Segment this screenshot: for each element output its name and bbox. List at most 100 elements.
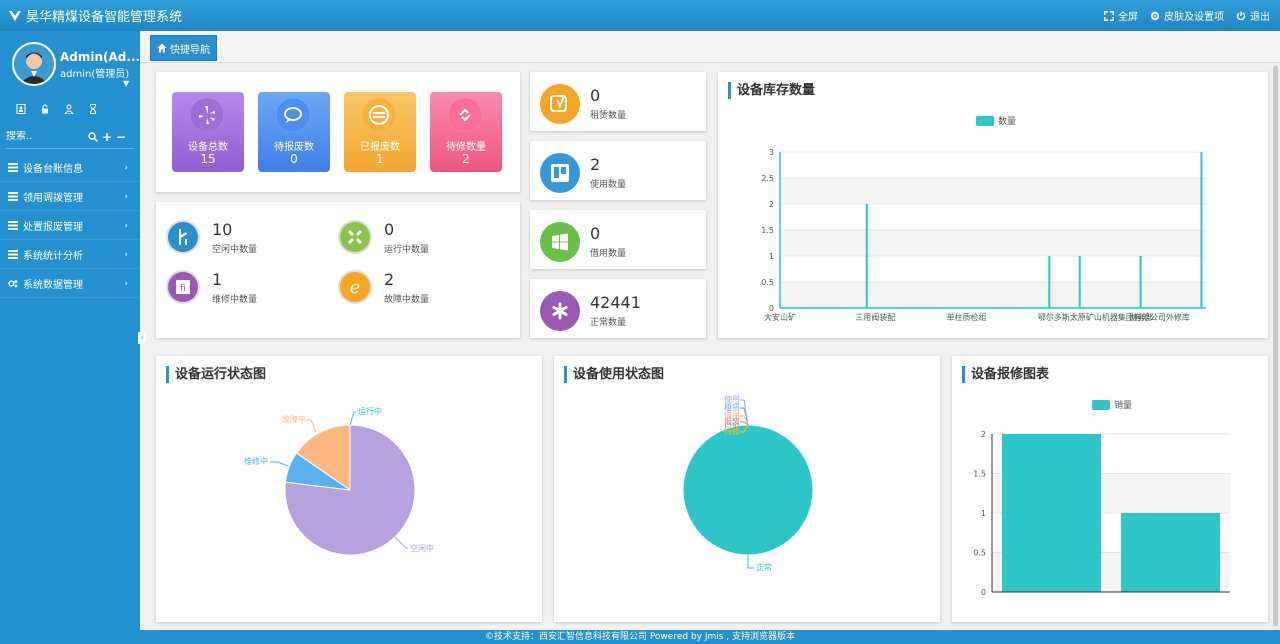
stat-repairing: fi 1 维修中数量 bbox=[166, 270, 326, 310]
sidebar-item-allocation[interactable]: 领用调拨管理 › bbox=[0, 182, 140, 211]
status-stats-panel: 10 空闲中数量 0 运行中数量 fi 1 维修中数量 e 2 故障中数量 bbox=[156, 202, 520, 338]
y-tick-label: 2 bbox=[981, 430, 986, 439]
pie-label-line bbox=[306, 419, 317, 433]
stat-label: 故障中数量 bbox=[384, 295, 430, 305]
mini-stat-label: 正常数量 bbox=[590, 318, 627, 328]
stat-idle: 10 空闲中数量 bbox=[166, 220, 326, 260]
stat-value: 0 bbox=[384, 220, 395, 239]
asterisk-icon bbox=[540, 291, 580, 331]
tile-label: 待修数量 bbox=[446, 142, 486, 153]
mini-stat-label: 使用数量 bbox=[590, 180, 627, 190]
sidebar-item-asset-ledger[interactable]: 设备台账信息 › bbox=[0, 153, 140, 182]
expand-all-icon[interactable]: + bbox=[102, 129, 113, 144]
edge-icon: e bbox=[338, 270, 372, 304]
pie-label: 故障中 bbox=[282, 414, 306, 424]
repair-chart-legend[interactable]: 销量 bbox=[1092, 398, 1132, 411]
y-tick-label: 1 bbox=[769, 252, 774, 261]
search-input[interactable] bbox=[6, 131, 84, 142]
contact-icon[interactable] bbox=[16, 103, 26, 114]
y-tick-label: 3 bbox=[769, 148, 774, 157]
tab-quick-nav[interactable]: 快捷导航 bbox=[150, 35, 217, 61]
use-chart-title: 设备使用状态图 bbox=[564, 366, 664, 383]
sidebar-item-statistics[interactable]: 系统统计分析 › bbox=[0, 240, 140, 269]
legend-swatch bbox=[1092, 399, 1110, 410]
page-scrollbar[interactable] bbox=[1273, 66, 1278, 626]
lock-icon[interactable] bbox=[40, 103, 50, 114]
expand-icon bbox=[1104, 10, 1114, 21]
grid-band bbox=[780, 178, 1206, 204]
pie-label: 正常 bbox=[756, 563, 772, 572]
list-icon bbox=[8, 162, 18, 172]
skin-settings-button[interactable]: 皮肤及设置项 bbox=[1150, 8, 1224, 23]
mini-stat-in-use: 2 使用数量 bbox=[530, 141, 706, 200]
run-chart-title: 设备运行状态图 bbox=[166, 366, 266, 383]
tile-scrapped[interactable]: 已报废数 1 bbox=[344, 92, 416, 172]
caret-down-icon[interactable]: ▼ bbox=[123, 79, 130, 88]
top-bar: 昊华精煤设备智能管理系统 全屏 皮肤及设置项 退出 bbox=[0, 0, 1280, 31]
windows-icon bbox=[540, 222, 580, 262]
stat-value: 10 bbox=[212, 220, 233, 239]
mini-stat-value: 0 bbox=[590, 224, 601, 243]
pie-label-line bbox=[740, 421, 749, 426]
pie-label-line bbox=[740, 407, 749, 426]
sidebar-collapse-toggle[interactable]: ‹ bbox=[138, 332, 146, 344]
y-tick-label: 0.5 bbox=[973, 549, 986, 558]
tile-pending-repair[interactable]: 待修数量 2 bbox=[430, 92, 502, 172]
sidebar: Admin(Ad... admin(管理员) ▼ + − 设备台账信息 › 领用… bbox=[0, 31, 140, 630]
use-chart-panel: 设备使用状态图 正常 使用 租赁 借用 报废 已报 待修 bbox=[554, 356, 940, 622]
y-tick-label: 0 bbox=[769, 304, 774, 313]
user-icon[interactable] bbox=[64, 103, 74, 115]
pie-label-line bbox=[270, 461, 289, 467]
tile-label: 设备总数 bbox=[188, 142, 228, 153]
hourglass-icon[interactable] bbox=[88, 103, 98, 114]
sidebar-item-data-admin[interactable]: 系统数据管理 › bbox=[0, 269, 140, 298]
repair-chart-panel: 设备报修图表 销量 0 0.5 1 1.5 2 bbox=[952, 356, 1268, 622]
list-icon bbox=[8, 191, 18, 201]
tile-total-devices[interactable]: 设备总数 15 bbox=[172, 92, 244, 172]
tile-value: 1 bbox=[376, 152, 384, 166]
yoast-icon bbox=[540, 84, 580, 124]
bar bbox=[1078, 256, 1081, 308]
search-icon[interactable] bbox=[88, 131, 98, 142]
repair-chart-title: 设备报修图表 bbox=[962, 366, 1049, 383]
pie-slice bbox=[682, 424, 814, 556]
grid-band bbox=[780, 256, 1206, 282]
pie-label: 空闲中 bbox=[410, 543, 434, 553]
tile-pending-scrap[interactable]: 待报废数 0 bbox=[258, 92, 330, 172]
sidebar-item-label: 设备台账信息 bbox=[23, 163, 83, 175]
bar bbox=[1048, 256, 1051, 308]
summary-tiles-panel: 设备总数 15 待报废数 0 已报废数 1 待修数量 2 bbox=[156, 72, 520, 192]
euro-icon bbox=[362, 98, 396, 132]
pie-label: 使用 bbox=[724, 394, 740, 404]
bar bbox=[865, 204, 868, 308]
mini-stat-label: 租赁数量 bbox=[590, 111, 627, 121]
fullscreen-button[interactable]: 全屏 bbox=[1104, 8, 1138, 23]
user-role: admin(管理员) bbox=[60, 69, 130, 80]
y-tick-label: 0 bbox=[981, 588, 986, 597]
legend-label: 数量 bbox=[998, 117, 1017, 127]
scrollbar-thumb[interactable] bbox=[1273, 66, 1278, 626]
pie-label-line bbox=[740, 415, 749, 426]
pie-label-line bbox=[747, 555, 754, 569]
logout-label: 退出 bbox=[1250, 12, 1270, 23]
user-profile[interactable]: Admin(Ad... admin(管理员) ▼ bbox=[0, 31, 140, 93]
y-tick-label: 0.5 bbox=[761, 278, 774, 287]
run-chart-panel: 设备运行状态图 空闲中 维修中 故障中 运行中 bbox=[156, 356, 542, 622]
pie-slice bbox=[295, 424, 351, 491]
sidebar-item-label: 系统统计分析 bbox=[23, 250, 83, 262]
mini-stat-normal: 42441 正常数量 bbox=[530, 279, 706, 338]
tile-label: 待报废数 bbox=[274, 142, 314, 153]
collapse-all-icon[interactable]: − bbox=[116, 129, 127, 144]
x-tick-label: 财务部 bbox=[1129, 312, 1153, 322]
logout-button[interactable]: 退出 bbox=[1236, 8, 1270, 23]
grid-band bbox=[780, 204, 1206, 230]
y-tick-label: 2 bbox=[769, 200, 774, 209]
pie-label: 报废 bbox=[724, 416, 740, 426]
skin-settings-label: 皮肤及设置项 bbox=[1164, 12, 1224, 23]
brand: 昊华精煤设备智能管理系统 bbox=[0, 6, 182, 25]
sidebar-item-disposal[interactable]: 处置报废管理 › bbox=[0, 211, 140, 240]
stat-label: 运行中数量 bbox=[384, 245, 430, 255]
stock-chart-legend[interactable]: 数量 bbox=[976, 114, 1016, 127]
pie-label-line bbox=[740, 424, 749, 433]
